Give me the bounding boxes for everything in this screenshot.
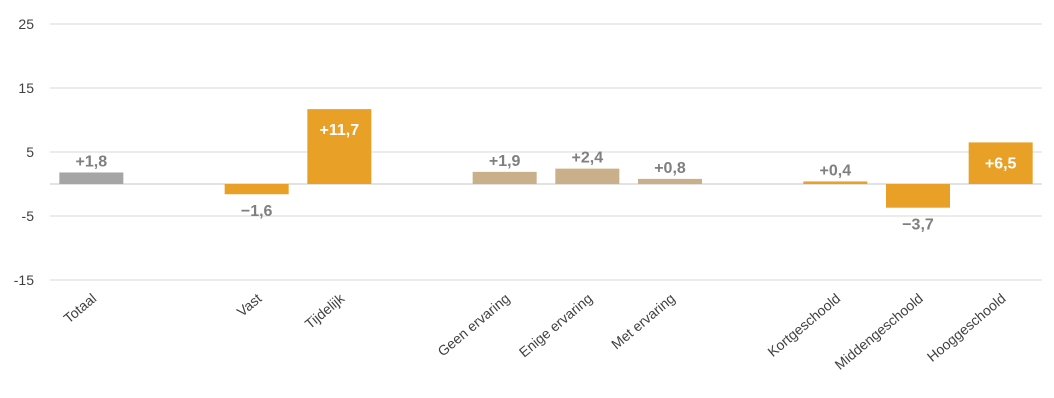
gridlines (50, 23, 1042, 281)
category-label: Met ervaring (608, 290, 678, 352)
data-label: +11,7 (320, 122, 360, 139)
x-axis: Totaal Vast Tijdelijk Geen ervaring Enige er… (60, 289, 1008, 372)
bar (307, 109, 372, 184)
data-label: +0,4 (820, 162, 852, 179)
y-tick-label: 15 (18, 80, 34, 96)
y-tick-label: 25 (18, 16, 34, 32)
data-label: +0,8 (654, 160, 686, 177)
bar (224, 184, 289, 195)
data-label: −3,7 (902, 217, 934, 234)
y-tick-label: 5 (26, 144, 34, 160)
bar (472, 171, 537, 184)
category-label: Totaal (60, 290, 99, 326)
category-label: Tijdelijk (302, 289, 348, 332)
category-label: Vast (234, 290, 265, 320)
data-label: +2,4 (572, 150, 604, 167)
category-label: Middengeschoold (832, 290, 926, 373)
bar (803, 181, 868, 184)
data-label: −1,6 (241, 203, 273, 220)
data-label: +6,5 (985, 155, 1017, 172)
bar (968, 142, 1033, 184)
y-axis: 25 15 5 -5 -15 (14, 16, 34, 288)
category-label: Hooggeschoold (924, 290, 1009, 365)
bars (59, 109, 1033, 208)
data-label: +1,9 (489, 153, 521, 170)
bar (638, 178, 702, 184)
category-label: Geen ervaring (434, 290, 512, 359)
y-tick-label: -5 (22, 208, 35, 224)
category-label: Kortgeschoold (764, 290, 843, 360)
category-label: Enige ervaring (516, 290, 595, 360)
y-tick-label: -15 (14, 272, 34, 288)
bar (886, 184, 950, 208)
data-label: +1,8 (76, 153, 108, 170)
bar (555, 168, 620, 184)
data-labels: +1,8 −1,6 +11,7 +1,9 +2,4 +0,8 +0,4 −3,7 +6,5 (76, 122, 1017, 234)
bar (59, 172, 124, 184)
